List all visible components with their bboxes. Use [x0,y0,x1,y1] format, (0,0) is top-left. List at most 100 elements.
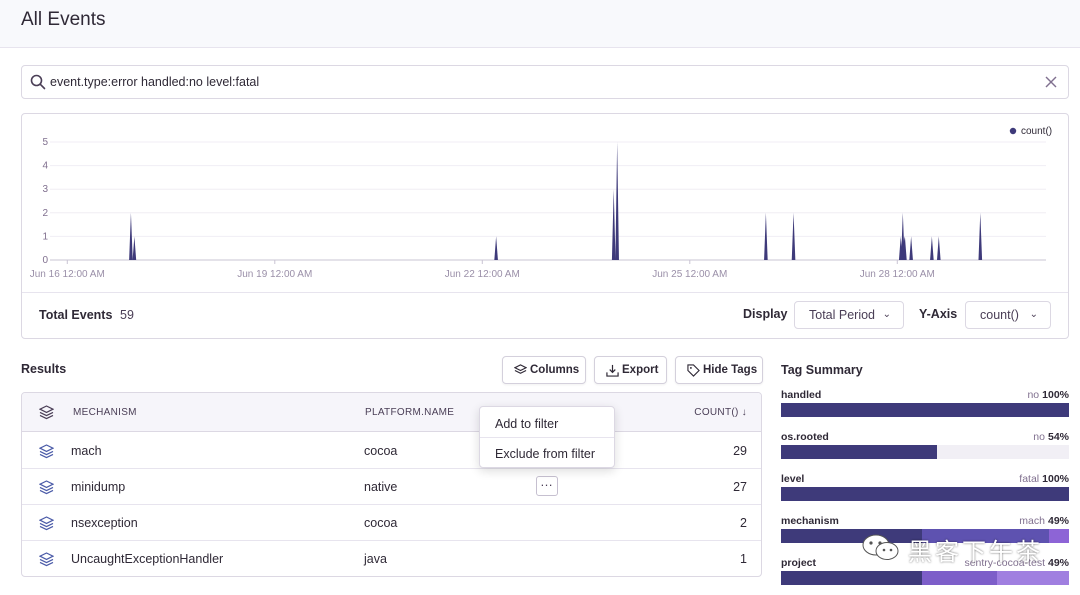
table-header: MECHANISM PLATFORM.NAME COUNT() ↓ [22,393,761,432]
cell-mechanism[interactable]: mach [71,444,102,458]
chart-footer: Total Events 59 Display Total Period ⌄ Y… [22,292,1068,339]
export-button[interactable]: Export [594,356,667,384]
tag-bar-segment [781,403,1069,417]
cell-context-menu: Add to filter Exclude from filter [479,406,615,468]
table-row: minidump native 27 [22,469,761,505]
stack-icon[interactable] [39,552,54,567]
tag-value: no 100% [1027,389,1069,401]
x-tick-label: Jun 16 12:00 AM [30,269,105,280]
table-row: mach cocoa 29 [22,433,761,469]
menu-item-add-filter[interactable]: Add to filter [480,408,614,438]
tag-key: mechanism [781,515,839,527]
page-title: All Events [21,9,106,30]
cell-mechanism[interactable]: minidump [71,480,126,494]
columns-button[interactable]: Columns [502,356,586,384]
tag-value: no 54% [1033,431,1069,443]
close-icon[interactable] [1044,75,1058,89]
tag-bar-segment [922,529,1049,543]
yaxis-select[interactable]: count() ⌄ [965,301,1051,329]
tag-bar[interactable] [781,403,1069,417]
tag-level[interactable]: level fatal 100% [781,473,1069,507]
yaxis-select-value: count() [980,308,1019,322]
tag-key: os.rooted [781,431,829,443]
cell-mechanism[interactable]: UncaughtExceptionHandler [71,552,224,566]
search-icon [30,74,46,90]
stack-icon[interactable] [39,444,54,459]
spike [936,236,941,260]
tag-bar[interactable] [781,529,1069,543]
results-title: Results [21,362,67,376]
tag-bar[interactable] [781,571,1069,585]
tag-value: sentry-cocoa-test 49% [964,557,1069,569]
x-tick-label: Jun 28 12:00 AM [860,269,935,280]
tag-bar-segment [922,571,997,585]
legend-label: count() [1021,126,1052,137]
tag-bar[interactable] [781,445,1069,459]
spike [615,142,619,260]
x-tick-label: Jun 19 12:00 AM [237,269,312,280]
more-icon: … [540,474,554,489]
menu-item-exclude-filter[interactable]: Exclude from filter [495,447,596,461]
tag-handled[interactable]: handled no 100% [781,389,1069,423]
tag-value: mach 49% [1019,515,1069,527]
spike [978,212,983,260]
stack-icon[interactable] [39,516,54,531]
tag-key: handled [781,389,822,401]
table-row: UncaughtExceptionHandler java 1 [22,541,761,576]
watermark: 黑客下午茶 [860,530,1050,566]
tag-project[interactable]: project sentry-cocoa-test 49% [781,557,1069,591]
hide-tags-label: Hide Tags [703,364,758,376]
tag-bar-segment [781,445,937,459]
tag-bar-segment [1048,529,1069,543]
download-icon [606,364,619,377]
yaxis-label: Y-Axis [919,307,958,321]
stack-icon[interactable] [39,480,54,495]
header-mechanism[interactable]: MECHANISM [73,407,137,418]
cell-platform[interactable]: java [364,552,387,566]
cell-platform[interactable]: cocoa [364,516,398,530]
y-tick-label: 1 [42,231,48,242]
spike [791,212,796,260]
header-count[interactable]: COUNT() ↓ [694,407,747,418]
hide-tags-button[interactable]: Hide Tags [675,356,763,384]
stack-icon[interactable] [39,405,54,420]
tag-mechanism[interactable]: mechanism mach 49% [781,515,1069,549]
tag-bar[interactable] [781,487,1069,501]
cell-mechanism[interactable]: nsexception [71,516,138,530]
x-tick-label: Jun 22 12:00 AM [445,269,520,280]
total-events-value: 59 [120,308,134,322]
cell-count: 1 [740,552,747,566]
cell-count: 27 [733,480,747,494]
search-input[interactable]: event.type:error handled:no level:fatal [50,75,260,89]
events-chart: 0 1 2 3 4 5 Jun 16 12:00 AM Jun 19 12:00 AM Jun … [30,126,1052,280]
export-label: Export [622,364,659,376]
cell-actions-button[interactable]: … [536,474,558,496]
display-select-value: Total Period [809,308,876,322]
tag-os-rooted[interactable]: os.rooted no 54% [781,431,1069,465]
cell-platform[interactable]: cocoa [364,444,398,458]
watermark-text: 黑客下午茶 [908,538,1043,566]
cell-platform[interactable]: native [364,480,398,494]
spike [132,236,137,260]
legend-marker [1009,127,1017,135]
display-label: Display [743,307,788,321]
y-tick-label: 3 [42,184,48,195]
display-select[interactable]: Total Period ⌄ [794,301,904,329]
y-tick-label: 2 [42,208,48,219]
columns-label: Columns [530,364,580,376]
spike [611,189,616,260]
tag-icon [687,364,700,377]
chevron-down-icon: ⌄ [1029,309,1038,320]
cell-count: 2 [740,516,747,530]
results-table: MECHANISM PLATFORM.NAME COUNT() ↓ mach c… [21,392,762,577]
tag-summary-title: Tag Summary [781,363,863,377]
search-bar[interactable]: event.type:error handled:no level:fatal [21,65,1069,99]
y-tick-label: 5 [42,137,48,148]
spike [903,236,907,260]
spike [494,236,498,260]
spike [764,212,768,260]
header-platform[interactable]: PLATFORM.NAME [365,407,455,418]
tag-key: project [781,557,817,569]
chart-panel: 0 1 2 3 4 5 Jun 16 12:00 AM Jun 19 12:00 AM Jun … [21,113,1069,339]
tag-bar-segment [781,571,923,585]
